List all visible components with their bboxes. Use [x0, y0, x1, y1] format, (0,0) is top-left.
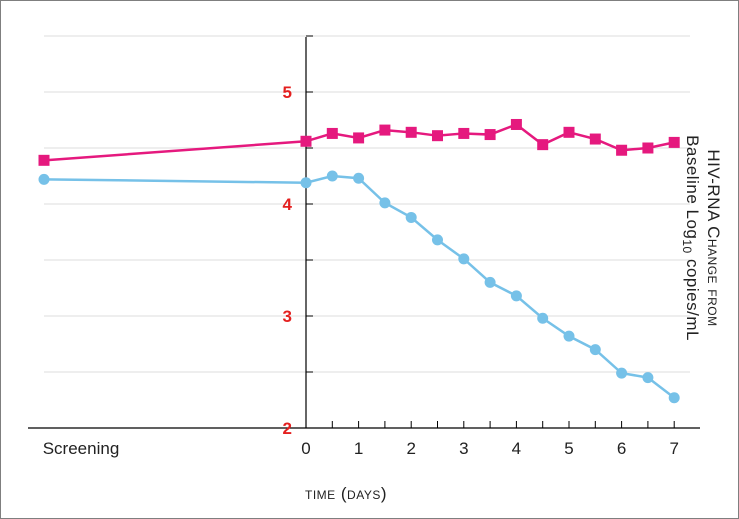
data-point [300, 135, 312, 147]
data-point [642, 372, 654, 384]
data-point [616, 367, 628, 379]
x-tick-label: 1 [354, 439, 363, 458]
series-layer [38, 118, 680, 404]
data-point [563, 126, 575, 138]
data-point-screening [38, 154, 50, 166]
data-point [589, 133, 601, 145]
x-tick-label: 2 [406, 439, 415, 458]
data-point [458, 253, 470, 265]
y-tick-label: 5 [283, 83, 292, 102]
y-tick-label: 3 [283, 307, 292, 326]
data-point [379, 197, 391, 209]
x-tick-label: 4 [512, 439, 521, 458]
data-point [642, 142, 654, 154]
data-point [353, 172, 365, 184]
grid-lines [44, 35, 690, 373]
data-point [432, 130, 443, 142]
data-point [300, 177, 312, 189]
data-point [353, 132, 365, 144]
x-tick-label: 0 [301, 439, 310, 458]
axes [28, 37, 700, 429]
data-point [537, 139, 549, 151]
y-axis-title-line1: HIV-RNA Change from [704, 149, 723, 326]
y-axis-title: HIV-RNA Change from Baseline Log10 copie… [680, 135, 723, 341]
series-1 [38, 170, 680, 404]
y-tick-label: 4 [283, 195, 293, 214]
series-line-1 [43, 174, 675, 399]
data-point [484, 129, 496, 141]
data-point [668, 136, 680, 148]
data-point-screening [38, 173, 50, 185]
y-tick-label: 2 [283, 419, 292, 438]
data-point [379, 124, 391, 136]
ticks: 2 3 4 5 0 1 2 3 4 5 6 7 [283, 35, 679, 458]
data-point [589, 344, 601, 356]
x-axis-title: time (days) [305, 484, 387, 503]
data-point [668, 392, 680, 404]
y-axis-title-line2-post: copies/mL [683, 254, 702, 341]
y-axis-title-line2-pre: Baseline Log [683, 135, 702, 239]
data-point [405, 126, 417, 138]
data-point [616, 144, 628, 156]
data-point [432, 234, 443, 246]
data-point [563, 330, 575, 342]
data-point [484, 276, 496, 288]
data-point [510, 290, 522, 302]
data-point [405, 211, 417, 223]
data-point [510, 118, 522, 130]
y-axis-title-line2: Baseline Log10 copies/mL [680, 135, 702, 341]
data-point [458, 127, 470, 139]
data-point [537, 312, 549, 324]
y-axis-title-line1-text: HIV-RNA Change from [704, 149, 723, 326]
y-axis-title-line2-sub: 10 [680, 239, 694, 253]
x-tick-label: 3 [459, 439, 468, 458]
series-0 [38, 118, 680, 166]
x-tick-label: 6 [617, 439, 626, 458]
x-tick-label-screening: Screening [43, 439, 120, 458]
x-tick-label: 7 [669, 439, 678, 458]
x-tick-label: 5 [564, 439, 573, 458]
series-line-0 [43, 123, 675, 162]
data-point [326, 127, 338, 139]
data-point [326, 170, 338, 182]
